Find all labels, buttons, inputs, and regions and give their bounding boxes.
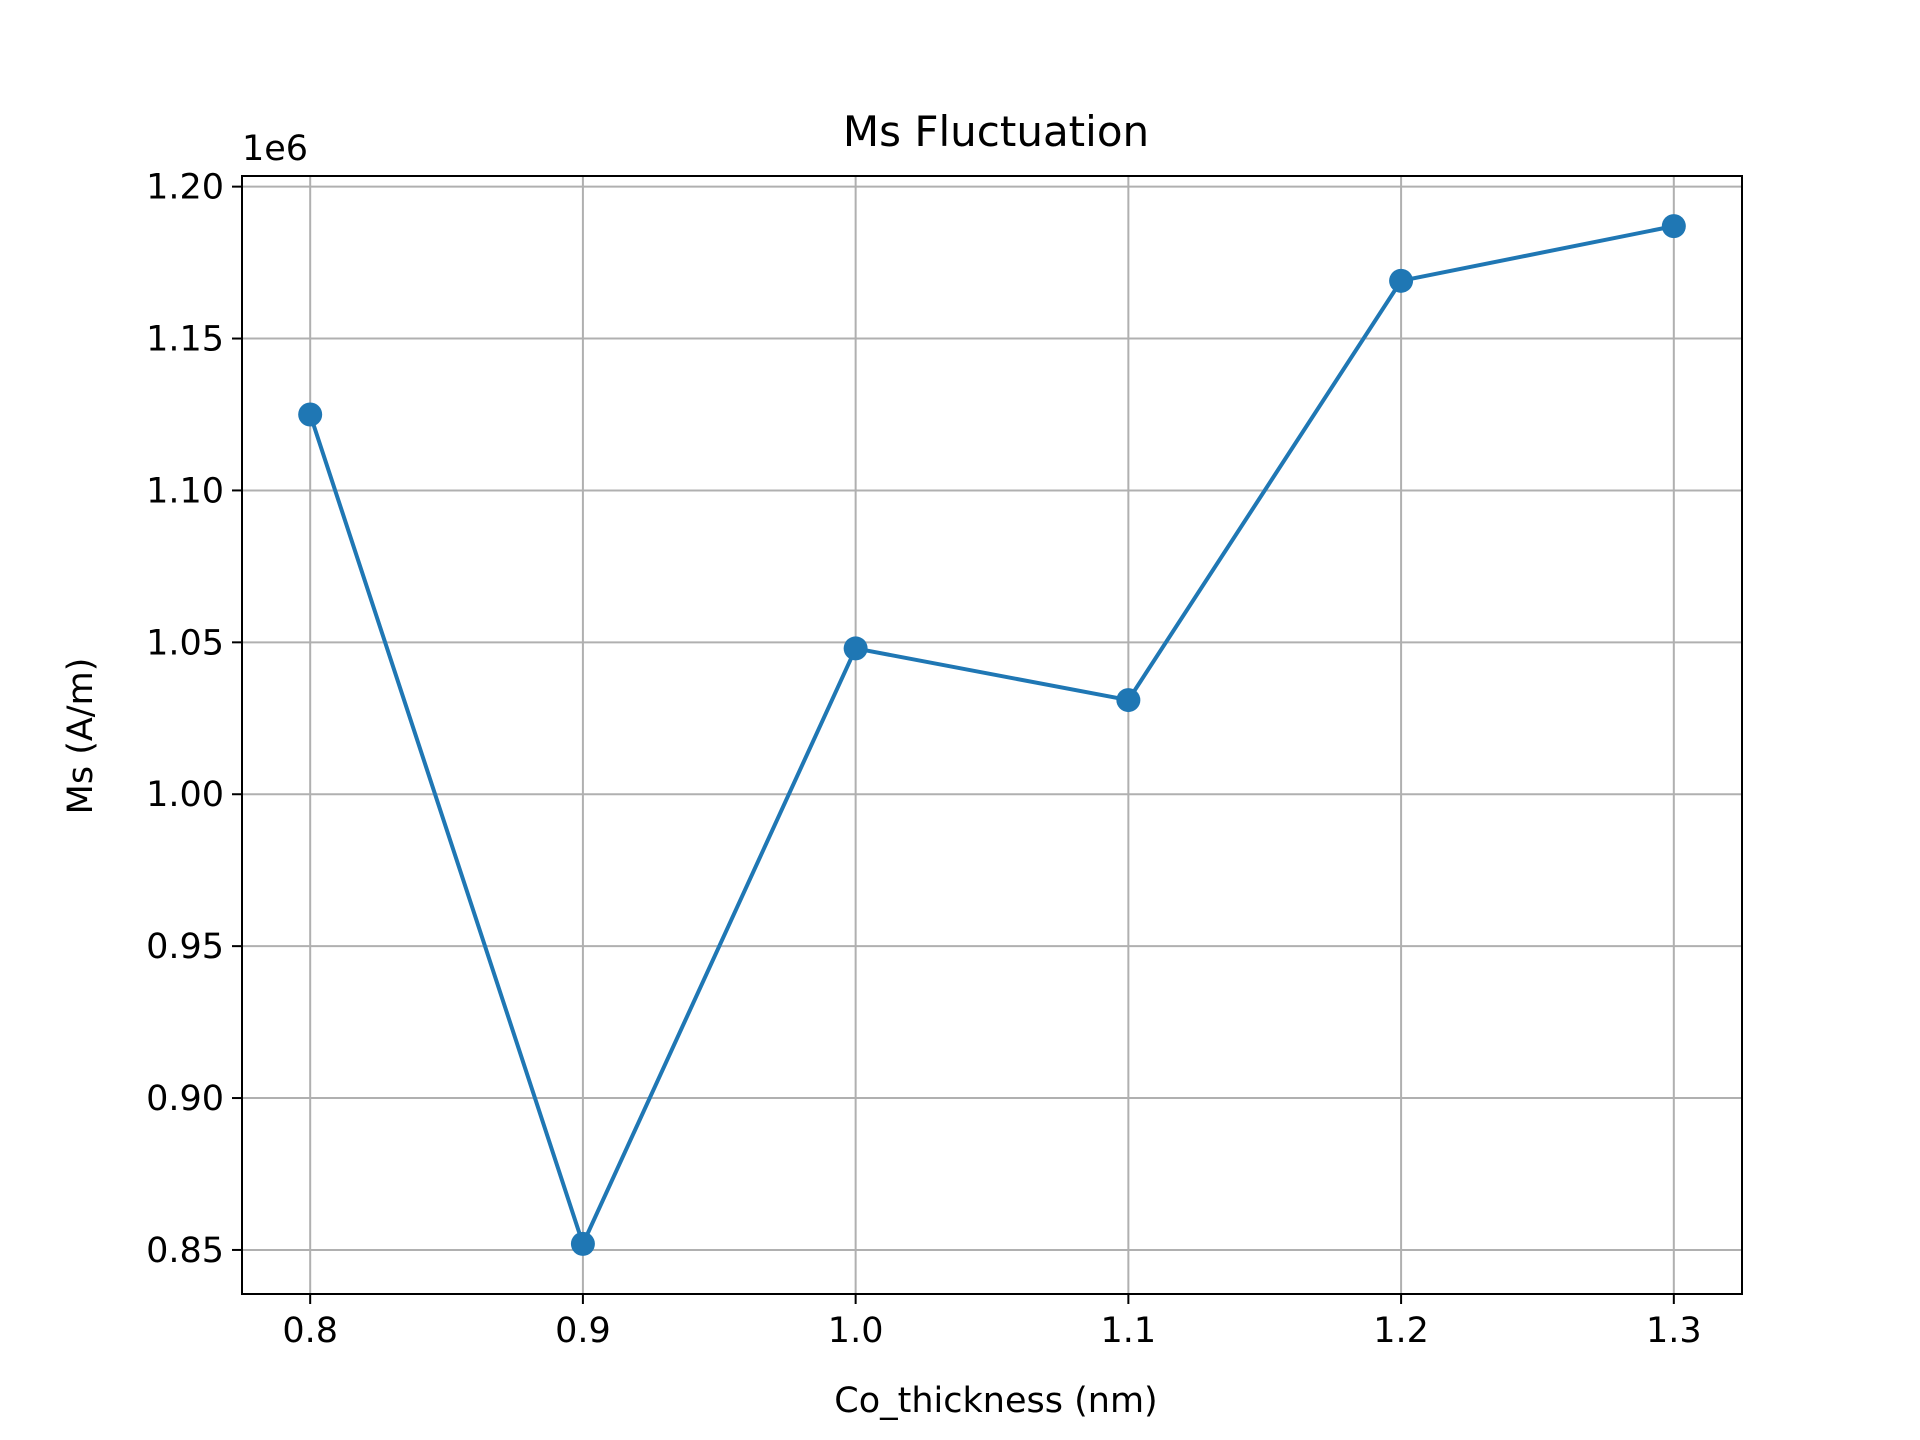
y-axis-label: Ms (A/m) xyxy=(61,658,101,815)
x-axis-label: Co_thickness (nm) xyxy=(834,1381,1157,1421)
grid xyxy=(242,176,1742,1294)
x-tick-label: 0.9 xyxy=(555,1311,611,1351)
y-tick-label: 1.20 xyxy=(146,168,224,208)
x-tick-label: 1.0 xyxy=(828,1311,884,1351)
ticks: 0.8 0.9 1.0 1.1 1.2 1.3 0.85 0.90 0.95 1.00 1.05 1.… xyxy=(146,168,1702,1351)
y-tick-label: 0.85 xyxy=(146,1231,224,1271)
x-tick-label: 0.8 xyxy=(282,1311,338,1351)
x-tick-label: 1.2 xyxy=(1373,1311,1429,1351)
y-tick-label: 0.95 xyxy=(146,927,224,967)
data-point xyxy=(843,636,868,661)
data-point xyxy=(1661,214,1686,239)
data-point xyxy=(298,402,323,427)
chart-title: Ms Fluctuation xyxy=(843,107,1149,156)
y-tick-label: 1.00 xyxy=(146,775,224,815)
y-tick-label: 1.15 xyxy=(146,320,224,360)
series-line xyxy=(308,224,1675,1246)
series-layer xyxy=(298,214,1686,1256)
x-tick-label: 1.3 xyxy=(1646,1311,1702,1351)
data-point xyxy=(1116,688,1141,713)
y-tick-label: 1.10 xyxy=(146,471,224,511)
y-tick-label: 1.05 xyxy=(146,623,224,663)
plot-frame xyxy=(241,175,1743,1295)
data-point xyxy=(1389,268,1414,293)
y-tick-label: 0.90 xyxy=(146,1079,224,1119)
x-tick-label: 1.1 xyxy=(1101,1311,1157,1351)
data-point xyxy=(570,1231,595,1256)
y-offset-label: 1e6 xyxy=(242,129,308,169)
